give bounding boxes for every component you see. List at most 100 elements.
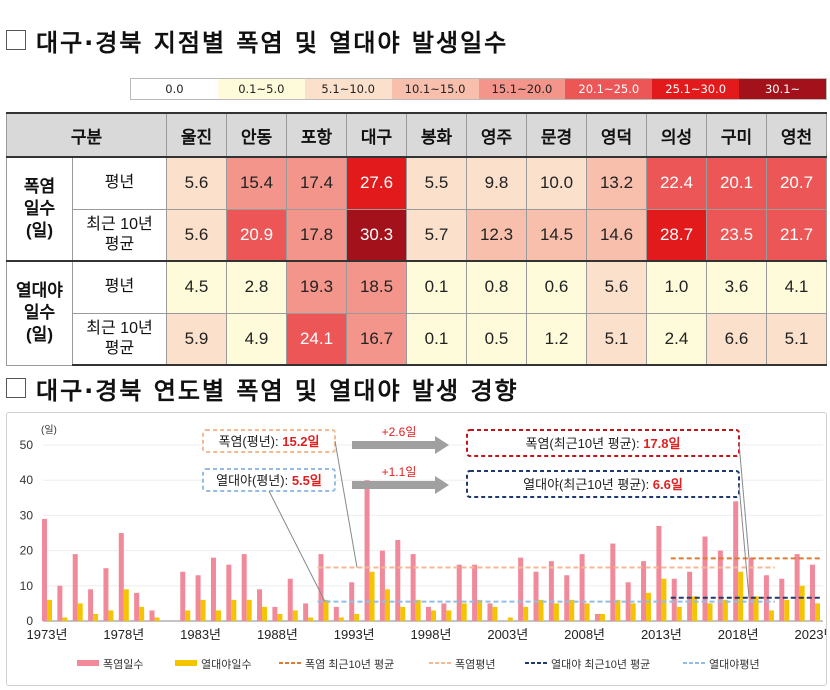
x-tick-label: 1993년 — [334, 627, 375, 642]
value-cell: 17.4 — [286, 156, 347, 210]
tropical-diff-label: +1.1일 — [382, 465, 417, 479]
tropical-night-bar — [369, 571, 375, 621]
annotation-text: 폭염(평년): 15.2일 — [219, 434, 320, 449]
heat-diff-label: +2.6일 — [382, 425, 417, 439]
annotation-text: 열대야(평년): 5.5일 — [216, 473, 322, 488]
annotation-label: 폭염(평년): — [219, 434, 283, 449]
tropical-night-bar — [108, 610, 114, 621]
tropical-night-bar — [630, 603, 636, 621]
heat-day-bar — [564, 575, 570, 621]
station-header: 영주 — [466, 112, 527, 158]
value-cell: 5.5 — [406, 156, 467, 210]
tropical-night-bar — [400, 606, 406, 621]
annotation-leader — [738, 484, 750, 598]
annotation-text: 열대야(최근10년 평균): 6.6일 — [523, 477, 683, 492]
heat-day-bar — [518, 557, 524, 621]
checkbox-square-icon — [6, 378, 26, 398]
checkbox-square-icon — [6, 30, 26, 50]
heat-day-bar — [426, 606, 431, 621]
table-row: 최근 10년 평균 5.9 4.9 24.1 16.7 0.1 0.5 1.2 5.1 2.4 6.… — [7, 312, 827, 366]
y-tick-label: 40 — [20, 473, 34, 487]
heat-day-bar — [287, 578, 293, 621]
station-heat-table: 구분 울진 안동 포항 대구 봉화 영주 문경 영덕 의성 구미 영천 폭염 일수 (일) 평년 5.6… — [6, 112, 827, 366]
value-cell: 4.9 — [226, 312, 287, 366]
value-cell: 1.2 — [526, 312, 587, 366]
heat-day-bar — [134, 592, 140, 621]
x-tick-label: 2003년 — [487, 627, 528, 642]
y-tick-label: 50 — [20, 438, 34, 452]
tropical-night-bar — [431, 610, 436, 621]
station-header: 문경 — [526, 112, 587, 158]
tropical-night-bar — [584, 603, 590, 621]
table-row: 열대야 일수 (일) 평년 4.5 2.8 19.3 18.5 0.1 0.8 0.6 5.6 1.… — [6, 260, 827, 366]
color-scale-cell: 10.1~15.0 — [391, 79, 479, 99]
heat-day-bar — [333, 606, 339, 621]
tropical-night-bar — [354, 613, 360, 621]
row-label: 최근 10년 평균 — [72, 312, 167, 366]
value-cell: 23.5 — [706, 208, 767, 262]
value-cell: 12.3 — [466, 208, 527, 262]
tropical-night-bar — [231, 599, 237, 621]
heat-day-bar — [702, 536, 708, 621]
heat-day-bar — [810, 564, 815, 621]
value-cell: 14.5 — [526, 208, 587, 262]
station-header: 구미 — [706, 112, 767, 158]
heat-day-bar — [610, 543, 616, 621]
heat-day-bar — [379, 550, 385, 621]
trend-chart: 0 10 20 30 40 50 (일) 1973년 1978년 1983년 1988년 1993년 1… — [6, 412, 830, 686]
tropical-night-bar — [477, 599, 483, 621]
color-scale-cell: 15.1~20.0 — [478, 79, 566, 99]
heat-day-bar — [272, 606, 278, 621]
x-tick-label: 2018년 — [718, 627, 759, 642]
heat-day-bar — [579, 554, 585, 621]
station-header: 안동 — [226, 112, 287, 158]
tropical-night-bar — [246, 599, 252, 621]
heat-day-bar — [687, 571, 693, 621]
tropical-night-bar — [77, 603, 83, 621]
value-cell: 0.1 — [406, 312, 467, 366]
value-cell: 15.4 — [226, 156, 287, 210]
value-cell: 0.1 — [406, 260, 467, 314]
x-tick-label: 1998년 — [411, 627, 452, 642]
x-tick-label: 2023년 — [795, 627, 826, 642]
section-title-text: 대구·경북 연도별 폭염 및 열대야 발생 경향 — [36, 376, 519, 405]
annotation-box — [202, 429, 336, 453]
color-scale-cell: 25.1~30.0 — [652, 79, 740, 99]
tropical-night-bar — [507, 617, 513, 621]
value-cell: 5.6 — [166, 208, 227, 262]
annotation-box — [466, 470, 740, 498]
arrow-right-icon — [352, 476, 449, 494]
value-cell: 3.6 — [706, 260, 767, 314]
tropical-night-bar — [200, 599, 206, 621]
heat-day-bar — [763, 575, 769, 621]
x-tick-label: 1973년 — [27, 627, 68, 642]
value-cell: 21.7 — [766, 208, 827, 262]
annotation-value: 15.2일 — [282, 434, 319, 449]
value-cell: 2.4 — [646, 312, 707, 366]
annotation-leader — [738, 442, 750, 559]
legend-label: 열대야 최근10년 평균 — [551, 658, 650, 671]
value-cell: 16.7 — [346, 312, 407, 366]
tropical-night-bar — [599, 613, 605, 621]
value-cell: 24.1 — [286, 312, 347, 366]
section-title-stations: 대구·경북 지점별 폭염 및 열대야 발생일수 — [6, 20, 508, 60]
value-cell: 4.5 — [166, 260, 227, 314]
tropical-night-bar — [676, 606, 682, 621]
heat-day-bar — [717, 550, 723, 621]
value-cell: 18.5 — [346, 260, 407, 314]
tropical-night-bar — [784, 599, 790, 621]
annotation-value: 17.8일 — [643, 436, 680, 451]
station-header: 포항 — [286, 112, 347, 158]
legend-label: 폭염평년 — [455, 658, 495, 671]
annotation-label: 열대야(평년): — [216, 473, 292, 488]
tropical-night-bar — [538, 599, 544, 621]
heat-day-bar — [226, 564, 232, 621]
heat-day-bar — [487, 603, 493, 621]
tropical-night-bar — [799, 585, 805, 621]
table-row: 폭염 일수 (일) 평년 5.6 15.4 17.4 27.6 5.5 9.8 10.0 13.2… — [6, 156, 827, 262]
legend-label: 열대야일수 — [201, 657, 252, 671]
annotation-leader — [268, 490, 326, 602]
tropical-night-bar — [523, 606, 529, 621]
heat-day-bar — [303, 603, 309, 621]
value-cell: 1.0 — [646, 260, 707, 314]
